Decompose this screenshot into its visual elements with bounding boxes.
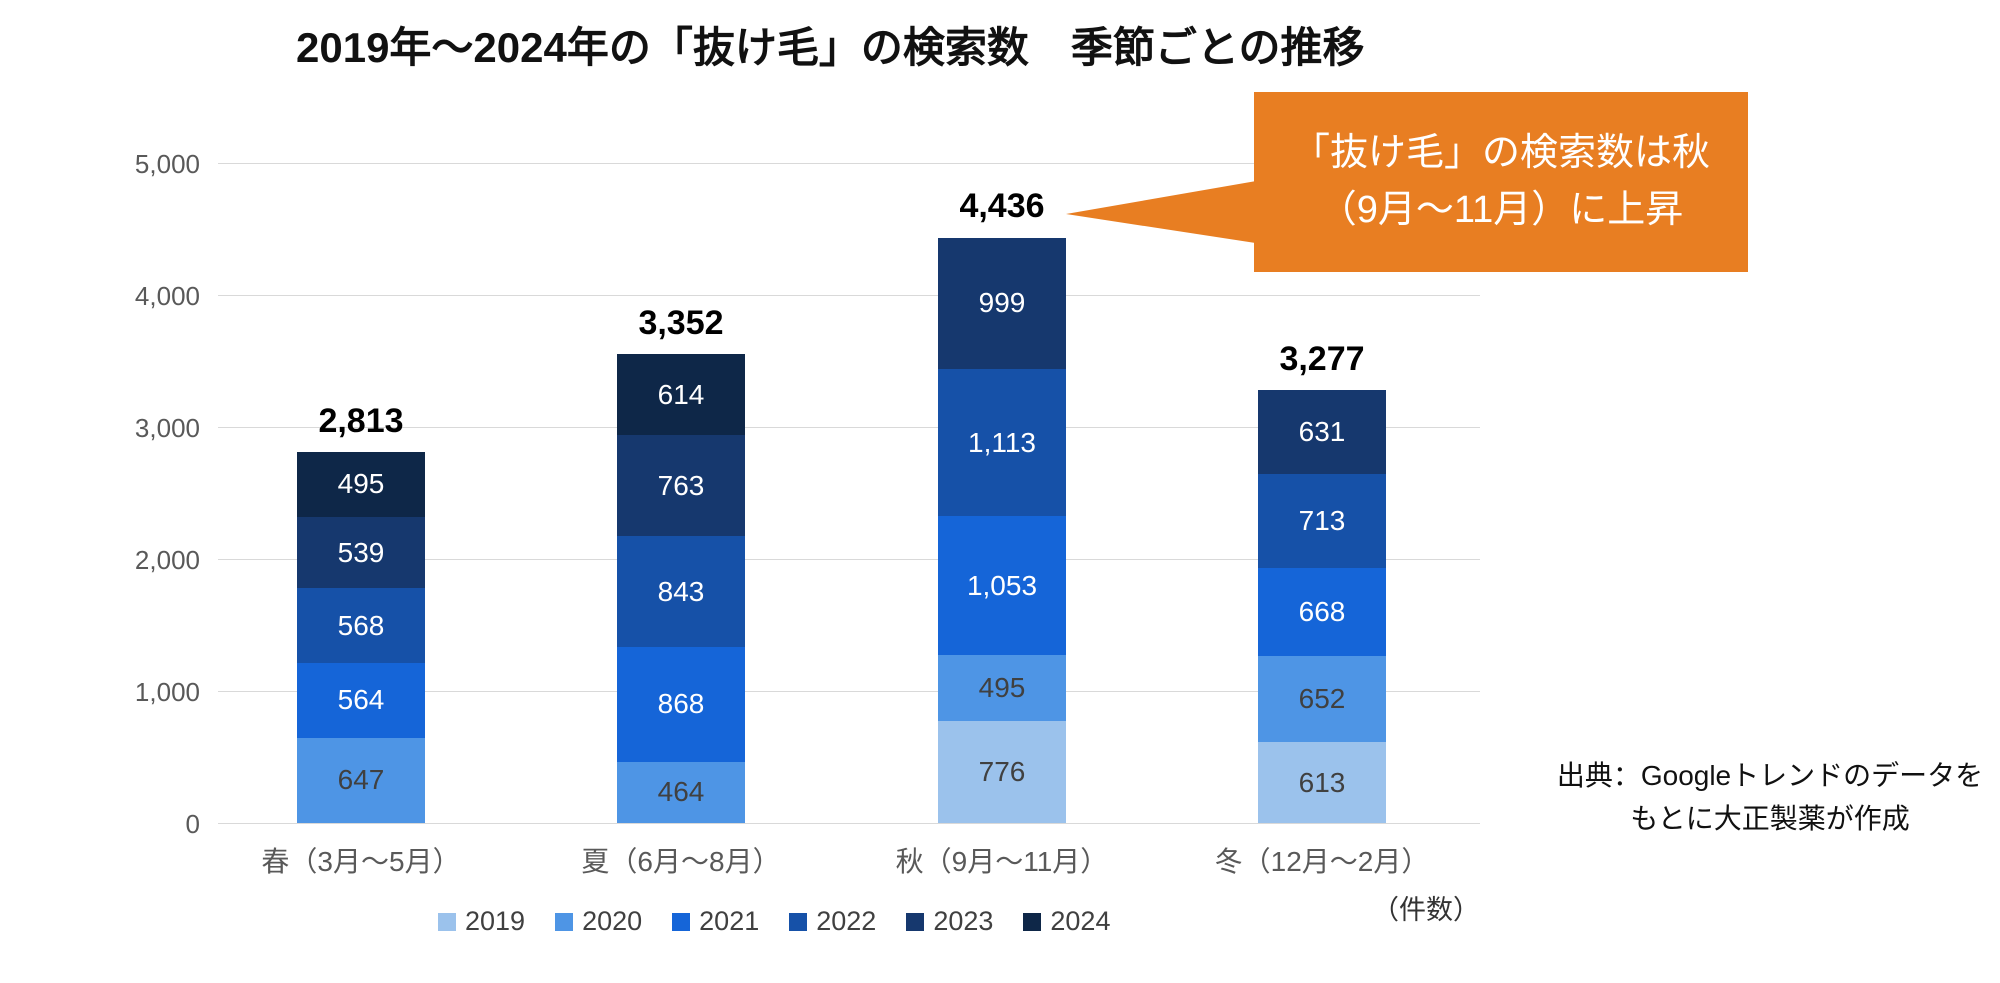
bar-segment-winter-2021: 668 bbox=[1258, 567, 1386, 657]
source-note: 出典：Googleトレンドのデータを もとに大正製薬が作成 bbox=[1552, 754, 1988, 840]
legend-item-2019: 2019 bbox=[438, 906, 525, 937]
bar-segment-winter-2022: 713 bbox=[1258, 473, 1386, 568]
segment-value-label: 631 bbox=[1298, 416, 1346, 448]
segment-value-label: 713 bbox=[1298, 504, 1346, 536]
bar-winter: 613 652 668 713 631 bbox=[1258, 390, 1386, 823]
bar-segment-summer-2021: 868 bbox=[617, 647, 745, 762]
legend-swatch-2021 bbox=[672, 912, 691, 931]
chart-title: 2019年〜2024年の「抜け毛」の検索数 季節ごとの推移 bbox=[296, 24, 1365, 71]
bar-segment-spring-2024: 495 bbox=[297, 451, 425, 518]
gridline bbox=[218, 559, 1480, 560]
callout-line-2: （9月〜11月）に上昇 bbox=[1318, 189, 1684, 231]
segment-value-label: 868 bbox=[657, 688, 705, 720]
bar-total-label: 2,813 bbox=[318, 401, 404, 440]
segment-value-label: 614 bbox=[657, 378, 705, 410]
legend-label: 2019 bbox=[465, 906, 526, 936]
unit-label: （件数） bbox=[1372, 895, 1480, 925]
bar-summer: 464 868 843 763 614 bbox=[617, 354, 745, 823]
bar-segment-summer-2020: 464 bbox=[617, 761, 745, 823]
legend-item-2021: 2021 bbox=[672, 906, 759, 937]
segment-value-label: 464 bbox=[657, 776, 705, 808]
gridline bbox=[218, 823, 1480, 824]
legend-swatch-2024 bbox=[1023, 912, 1042, 931]
segment-value-label: 1,053 bbox=[966, 569, 1038, 601]
legend-item-2020: 2020 bbox=[555, 906, 642, 937]
x-axis-category-label: 春（3月〜5月） bbox=[261, 846, 461, 877]
segment-value-label: 495 bbox=[978, 671, 1026, 703]
bar-segment-spring-2023: 539 bbox=[297, 517, 425, 589]
legend-label: 2022 bbox=[816, 906, 877, 936]
legend-swatch-2023 bbox=[906, 912, 925, 931]
y-axis-tick-label: 1,000 bbox=[134, 677, 200, 707]
bar-segment-autumn-2023: 999 bbox=[938, 237, 1066, 370]
bar-segment-summer-2023: 763 bbox=[617, 435, 745, 536]
segment-value-label: 564 bbox=[337, 684, 385, 716]
segment-value-label: 999 bbox=[978, 287, 1026, 319]
gridline bbox=[218, 295, 1480, 296]
bar-spring: 647 564 568 539 495 bbox=[297, 451, 425, 823]
segment-value-label: 763 bbox=[657, 469, 705, 501]
bar-segment-autumn-2020: 495 bbox=[938, 655, 1066, 721]
callout-line-1: 「抜け毛」の検索数は秋 bbox=[1291, 132, 1710, 174]
legend: 2019 2020 2021 2022 2023 2024 bbox=[438, 906, 1110, 937]
bar-total-label: 4,436 bbox=[959, 187, 1045, 226]
legend-label: 2023 bbox=[933, 906, 994, 936]
gridline bbox=[218, 427, 1480, 428]
segment-value-label: 668 bbox=[1298, 595, 1346, 627]
segment-value-label: 647 bbox=[337, 764, 385, 796]
segment-value-label: 843 bbox=[657, 575, 705, 607]
y-axis-tick-label: 4,000 bbox=[134, 281, 200, 311]
bar-segment-summer-2022: 843 bbox=[617, 535, 745, 648]
segment-value-label: 539 bbox=[337, 536, 385, 568]
y-axis-tick-label: 0 bbox=[185, 809, 200, 839]
bar-segment-autumn-2022: 1,113 bbox=[938, 369, 1066, 517]
source-line-2: もとに大正製薬が作成 bbox=[1630, 803, 1910, 834]
bar-total-label: 3,277 bbox=[1279, 340, 1365, 379]
bar-total-label: 3,352 bbox=[638, 304, 724, 343]
segment-value-label: 652 bbox=[1298, 683, 1346, 715]
x-axis-category-label: 冬（12月〜2月） bbox=[1214, 846, 1430, 877]
legend-item-2024: 2024 bbox=[1023, 906, 1110, 937]
bar-segment-winter-2023: 631 bbox=[1258, 390, 1386, 474]
bar-segment-spring-2022: 568 bbox=[297, 588, 425, 664]
bar-segment-summer-2024: 614 bbox=[617, 354, 745, 436]
segment-value-label: 1,113 bbox=[968, 426, 1036, 458]
bar-segment-spring-2020: 647 bbox=[297, 737, 425, 823]
x-axis-category-label: 夏（6月〜8月） bbox=[581, 846, 781, 877]
legend-label: 2021 bbox=[699, 906, 760, 936]
source-line-1: 出典：Googleトレンドのデータを bbox=[1556, 760, 1984, 791]
bar-segment-winter-2020: 652 bbox=[1258, 656, 1386, 743]
legend-swatch-2019 bbox=[438, 912, 456, 931]
bar-segment-spring-2021: 564 bbox=[297, 663, 425, 738]
legend-item-2022: 2022 bbox=[789, 906, 876, 937]
y-axis-tick-label: 2,000 bbox=[134, 545, 200, 575]
legend-swatch-2022 bbox=[789, 912, 808, 931]
legend-label: 2024 bbox=[1050, 906, 1111, 936]
segment-value-label: 613 bbox=[1298, 766, 1346, 798]
x-axis-category-label: 秋（9月〜11月） bbox=[895, 846, 1109, 877]
gridline bbox=[218, 163, 1480, 164]
segment-value-label: 568 bbox=[337, 609, 385, 641]
bar-segment-winter-2019: 613 bbox=[1258, 742, 1386, 823]
bar-autumn: 776 495 1,053 1,113 999 bbox=[938, 237, 1066, 823]
y-axis-tick-label: 3,000 bbox=[134, 413, 200, 443]
segment-value-label: 495 bbox=[337, 468, 385, 500]
callout-pointer bbox=[1066, 180, 1262, 244]
bar-segment-autumn-2019: 776 bbox=[938, 720, 1066, 823]
plot-area: 0 1,000 2,000 3,000 4,000 5,000 647 564 568 539 49… bbox=[135, 149, 1480, 877]
gridline bbox=[218, 691, 1480, 692]
legend-swatch-2020 bbox=[555, 912, 574, 931]
bar-segment-autumn-2021: 1,053 bbox=[938, 516, 1066, 656]
legend-label: 2020 bbox=[582, 906, 643, 936]
segment-value-label: 776 bbox=[978, 755, 1026, 787]
callout: 「抜け毛」の検索数は秋 （9月〜11月）に上昇 bbox=[1254, 92, 1748, 272]
legend-item-2023: 2023 bbox=[906, 906, 993, 937]
y-axis-tick-label: 5,000 bbox=[134, 149, 200, 179]
